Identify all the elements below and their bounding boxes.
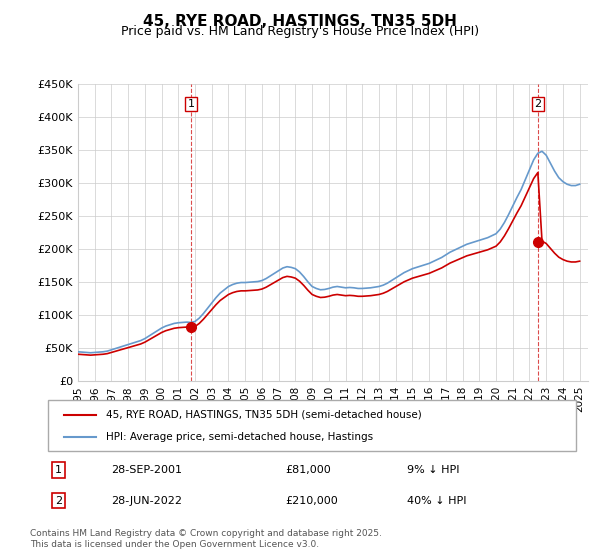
Text: £81,000: £81,000 — [286, 465, 331, 475]
Text: Contains HM Land Registry data © Crown copyright and database right 2025.
This d: Contains HM Land Registry data © Crown c… — [30, 529, 382, 549]
Text: 2: 2 — [534, 99, 541, 109]
Text: £210,000: £210,000 — [286, 496, 338, 506]
Text: 45, RYE ROAD, HASTINGS, TN35 5DH: 45, RYE ROAD, HASTINGS, TN35 5DH — [143, 14, 457, 29]
Text: 1: 1 — [187, 99, 194, 109]
Text: 28-SEP-2001: 28-SEP-2001 — [112, 465, 182, 475]
FancyBboxPatch shape — [48, 400, 576, 451]
Text: 2: 2 — [55, 496, 62, 506]
Text: 45, RYE ROAD, HASTINGS, TN35 5DH (semi-detached house): 45, RYE ROAD, HASTINGS, TN35 5DH (semi-d… — [106, 409, 422, 419]
Text: 9% ↓ HPI: 9% ↓ HPI — [407, 465, 460, 475]
Text: Price paid vs. HM Land Registry's House Price Index (HPI): Price paid vs. HM Land Registry's House … — [121, 25, 479, 38]
Text: 28-JUN-2022: 28-JUN-2022 — [112, 496, 182, 506]
Text: HPI: Average price, semi-detached house, Hastings: HPI: Average price, semi-detached house,… — [106, 432, 373, 442]
Text: 1: 1 — [55, 465, 62, 475]
Text: 40% ↓ HPI: 40% ↓ HPI — [407, 496, 467, 506]
